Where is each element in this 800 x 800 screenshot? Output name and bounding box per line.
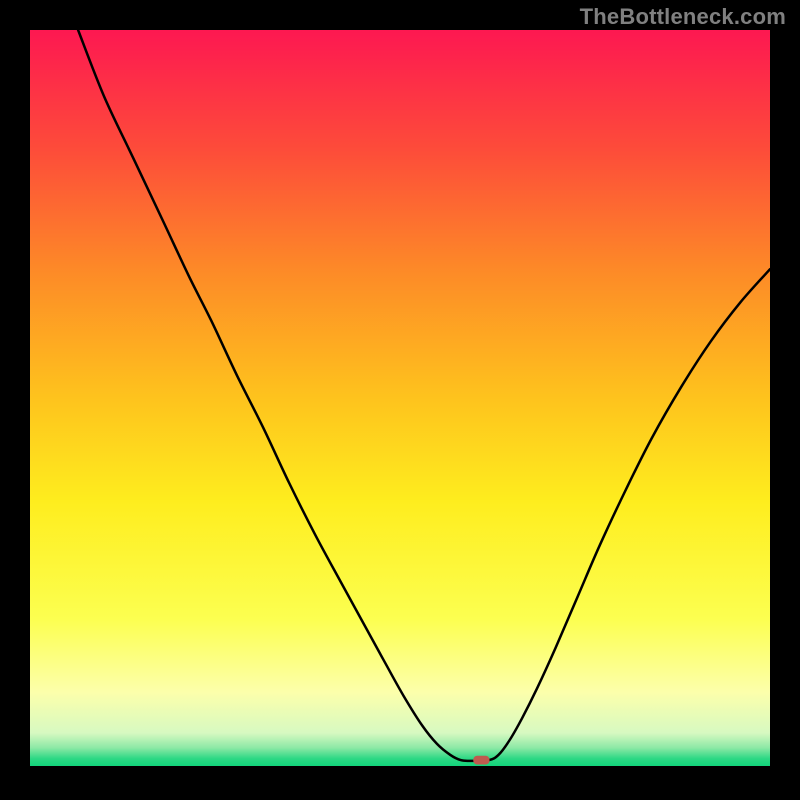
plot-background [30,30,770,766]
bottleneck-chart: TheBottleneck.com [0,0,800,800]
watermark-text: TheBottleneck.com [580,4,786,30]
min-marker [473,756,489,765]
chart-svg [0,0,800,800]
